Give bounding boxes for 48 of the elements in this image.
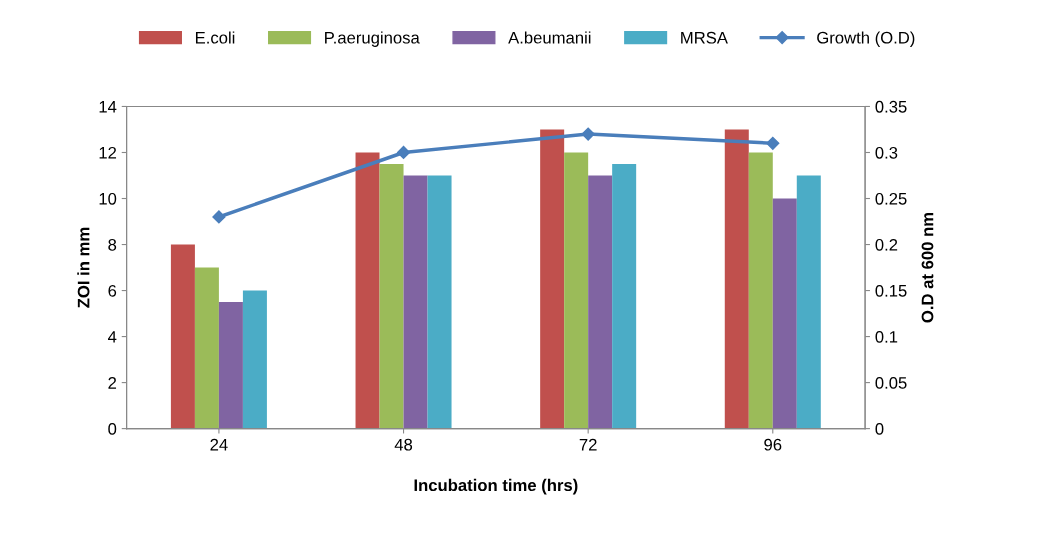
y-tick-label: 2 bbox=[108, 376, 117, 389]
bar bbox=[218, 302, 243, 429]
y-tick-label: 12 bbox=[99, 146, 117, 159]
point bbox=[396, 145, 411, 160]
bar bbox=[194, 267, 219, 429]
y2-tick-label: 0.3 bbox=[875, 146, 898, 159]
y-tick-label: 4 bbox=[107, 331, 117, 343]
x-tick-label: 48 bbox=[394, 438, 413, 451]
bar bbox=[427, 175, 452, 429]
bar bbox=[379, 164, 404, 429]
bar bbox=[588, 175, 613, 429]
y2-tick-label: 0.25 bbox=[875, 192, 907, 205]
bar bbox=[355, 152, 380, 429]
legend-label: A.beumanii bbox=[508, 31, 591, 44]
legend-label: MRSA bbox=[681, 31, 728, 44]
point bbox=[766, 136, 780, 150]
bar bbox=[612, 164, 637, 429]
bar bbox=[540, 129, 565, 429]
y-axis-title: ZOI in mm bbox=[77, 227, 90, 308]
x-tick-label: 24 bbox=[210, 438, 228, 451]
x-tick-label: 72 bbox=[579, 438, 597, 451]
legend-label: P.aeruginosa bbox=[325, 31, 420, 47]
bar bbox=[796, 175, 821, 429]
point bbox=[581, 127, 595, 141]
y2-axis-title: O.D at 600 nm bbox=[921, 213, 934, 323]
bar bbox=[564, 152, 589, 429]
legend-label: Growth (O.D) bbox=[817, 31, 915, 47]
bar bbox=[748, 152, 773, 429]
legend-label: E.coli bbox=[195, 31, 235, 44]
y-tick-label: 8 bbox=[108, 238, 117, 251]
y2-tick-label: 0.35 bbox=[875, 100, 907, 113]
y2-tick-label: 0.15 bbox=[875, 284, 907, 297]
y2-tick-label: 0.05 bbox=[875, 376, 907, 389]
bar bbox=[403, 175, 428, 429]
y-tick-label: 10 bbox=[99, 192, 117, 205]
y2-tick-label: 0 bbox=[875, 423, 884, 435]
y-tick-label: 14 bbox=[99, 101, 117, 113]
y2-tick-label: 0.2 bbox=[875, 238, 898, 251]
bar bbox=[724, 129, 749, 429]
y2-tick-label: 0.1 bbox=[875, 330, 898, 343]
x-axis-title: Incubation time (hrs) bbox=[414, 478, 578, 495]
x-tick-label: 96 bbox=[764, 438, 782, 451]
point bbox=[212, 210, 226, 224]
bar bbox=[170, 244, 195, 429]
bar bbox=[242, 290, 267, 429]
y-tick-label: 6 bbox=[108, 284, 117, 297]
y-tick-label: 0 bbox=[108, 423, 117, 435]
bar bbox=[772, 198, 797, 429]
